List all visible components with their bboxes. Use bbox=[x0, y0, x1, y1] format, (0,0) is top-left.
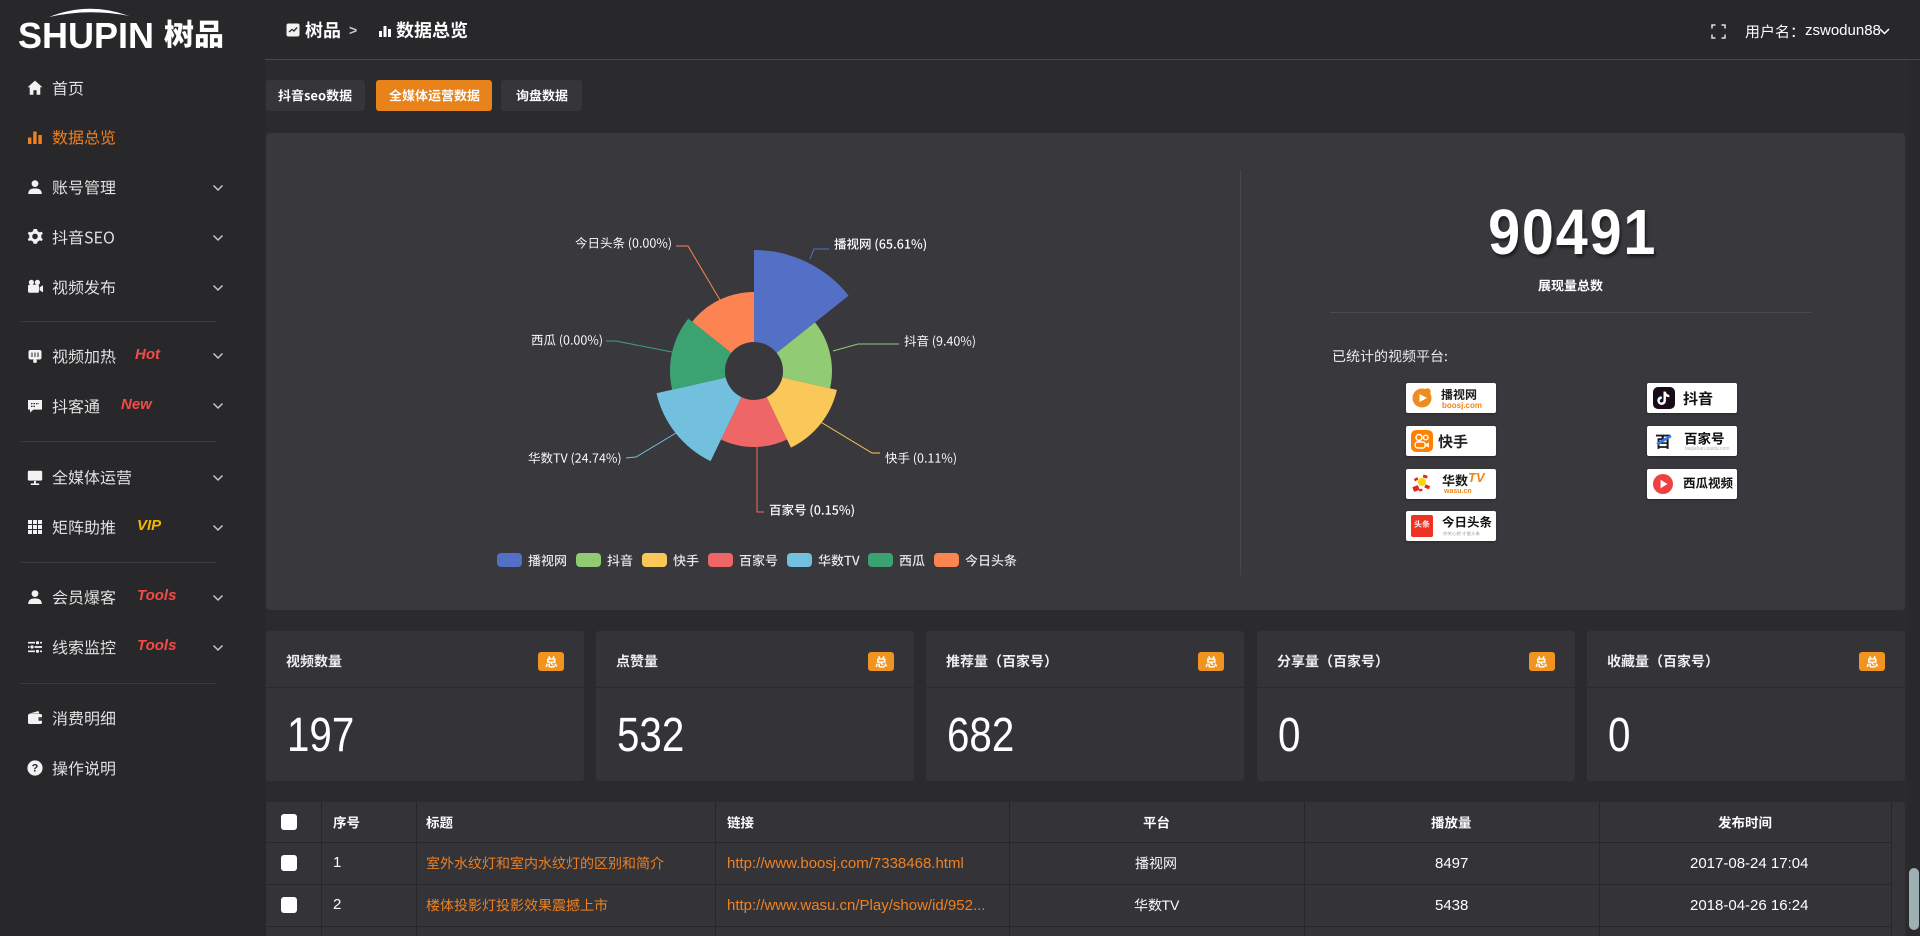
svg-text:?: ? bbox=[32, 763, 39, 775]
